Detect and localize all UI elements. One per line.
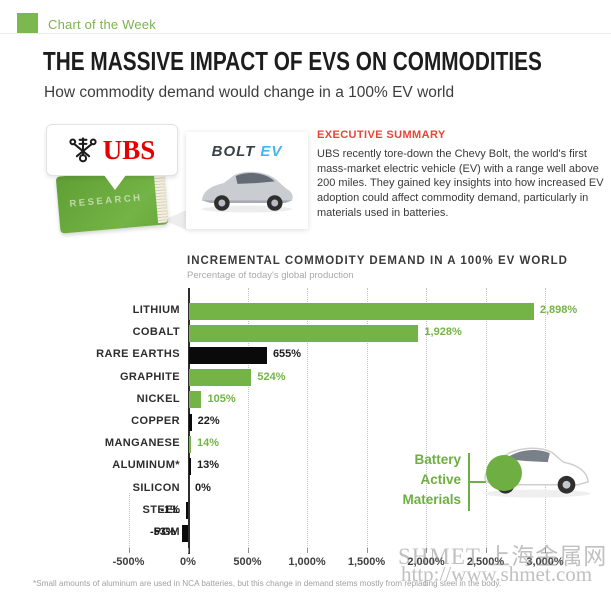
x-axis-label: -500% [112, 556, 145, 568]
ubs-wordmark: UBS [102, 134, 156, 165]
header-divider [0, 33, 611, 34]
category-label: GRAPHITE [119, 370, 180, 383]
category-label: NICKEL [136, 392, 180, 405]
x-axis-label: 1,000% [288, 556, 326, 568]
ubs-keys-icon [69, 133, 97, 168]
value-label: 0% [195, 481, 211, 494]
axis-tick [307, 548, 308, 553]
bar-lithium [189, 302, 534, 320]
executive-summary-heading: EXECUTIVE SUMMARY [317, 129, 446, 141]
x-axis-label: 2,000% [407, 556, 445, 568]
x-axis-label: 3,000% [526, 556, 564, 568]
value-label: -1% [160, 503, 180, 516]
category-label: RARE EARTHS [96, 348, 180, 361]
value-label: 13% [197, 459, 220, 472]
category-label: ALUMINUM* [112, 459, 180, 472]
value-label: -53% [150, 526, 176, 538]
category-label: PGM [153, 526, 180, 538]
footnote: *Small amounts of aluminum are used in N… [33, 579, 502, 588]
bolt-text: BOLT [211, 143, 256, 160]
gridline [366, 288, 368, 548]
research-book-label: RESEARCH [69, 192, 144, 210]
gridline [307, 288, 308, 548]
bar-rareearths [189, 346, 267, 364]
value-label: 22% [197, 415, 220, 427]
axis-tick [247, 548, 249, 553]
value-label: 524% [257, 370, 286, 383]
x-axis-label: 0% [180, 556, 196, 568]
axis-tick [545, 548, 546, 553]
chart-subtitle: Percentage of today's global production [187, 270, 354, 281]
axis-tick [485, 548, 487, 553]
axis-tick [188, 548, 189, 553]
category-label: COPPER [131, 415, 180, 427]
executive-summary-body: UBS recently tore-down the Chevy Bolt, t… [317, 148, 604, 219]
speech-tail [163, 210, 187, 230]
value-label: 1,928% [424, 326, 462, 339]
page-title: THE MASSIVE IMPACT OF EVS ON COMMODITIES [43, 46, 542, 76]
bar-manganese [189, 435, 191, 453]
gridline [485, 288, 487, 548]
axis-tick [426, 548, 427, 553]
category-label: MANGANESE [104, 437, 180, 450]
page-subtitle: How commodity demand would change in a 1… [44, 84, 455, 101]
category-label: STEEL [142, 503, 180, 516]
bubble-tail [104, 175, 126, 190]
axis-tick [366, 548, 368, 553]
x-axis-label: 1,500% [347, 556, 386, 568]
battery-annotation-label: Battery Active Materials [402, 452, 461, 507]
value-label: 2,898% [539, 304, 578, 316]
bar-cobalt [189, 324, 419, 342]
x-axis-label: 500% [233, 556, 262, 568]
value-label: 655% [272, 348, 302, 361]
bar-aluminum [189, 457, 191, 475]
chart-title: INCREMENTAL COMMODITY DEMAND IN A 100% E… [187, 255, 568, 267]
gridline [545, 288, 546, 548]
battery-highlight-circle [486, 455, 522, 491]
category-label: SILICON [132, 481, 180, 494]
axis-tick [128, 548, 130, 553]
chart-of-week-badge [17, 13, 38, 34]
axis-zero-line [188, 288, 190, 554]
silver-car-image [186, 163, 308, 222]
bolt-ev-wordmark: BOLT EV [186, 143, 308, 160]
x-axis-label: 2,500% [466, 556, 505, 568]
bar-steel [186, 502, 188, 520]
annotation-pointer-line [468, 481, 486, 483]
gridline [247, 288, 249, 548]
chart-of-week-label: Chart of the Week [48, 17, 156, 32]
bar-copper [189, 413, 192, 431]
bar-graphite [189, 369, 252, 387]
gridline [128, 493, 130, 548]
ev-text: EV [260, 143, 283, 160]
ubs-logo-card: UBS [46, 124, 178, 176]
category-label: LITHIUM [132, 304, 180, 316]
bar-pgm [181, 524, 188, 542]
plot-area: -500% 0% 500% 1,000% 1,500% 2,000% 2,500% 3,000… [0, 288, 611, 588]
category-label: COBALT [132, 326, 180, 339]
value-label: 105% [207, 392, 236, 405]
gridline [426, 288, 427, 548]
bar-nickel [189, 391, 202, 409]
value-label: 14% [197, 437, 220, 450]
bolt-ev-card: BOLT EV [186, 132, 308, 229]
